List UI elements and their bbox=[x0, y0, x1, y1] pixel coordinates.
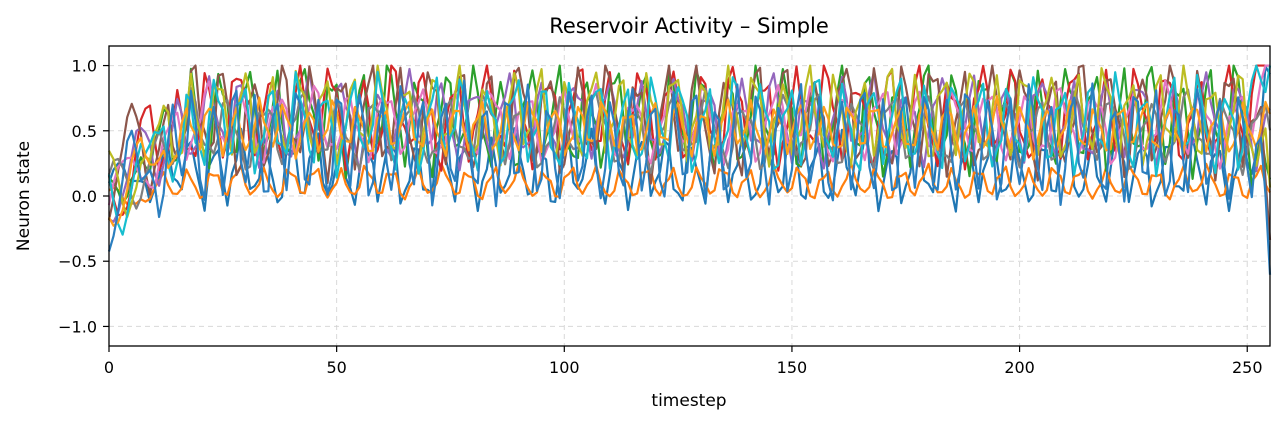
y-tick-label: 1.0 bbox=[72, 57, 97, 76]
x-tick-label: 200 bbox=[1004, 358, 1035, 377]
x-tick-label: 250 bbox=[1232, 358, 1263, 377]
series-group bbox=[107, 64, 1272, 275]
x-tick-label: 0 bbox=[104, 358, 114, 377]
chart-title: Reservoir Activity – Simple bbox=[549, 14, 829, 38]
y-tick-label: −0.5 bbox=[58, 252, 97, 271]
x-tick-label: 50 bbox=[326, 358, 346, 377]
axes: 0 50 100 150 200 250 −1.0 −0.5 0.0 0.5 1.0 bbox=[58, 45, 1271, 377]
x-axis-label: timestep bbox=[651, 391, 726, 411]
x-tick-label: 150 bbox=[777, 358, 808, 377]
y-tick-label: −1.0 bbox=[58, 317, 97, 336]
y-tick-label: 0.5 bbox=[72, 122, 97, 141]
y-axis-label: Neuron state bbox=[14, 141, 34, 251]
series-line-12 bbox=[107, 79, 1272, 275]
series-line-2 bbox=[108, 162, 1271, 206]
y-tick-label: 0.0 bbox=[72, 187, 97, 206]
x-tick-label: 100 bbox=[549, 358, 580, 377]
